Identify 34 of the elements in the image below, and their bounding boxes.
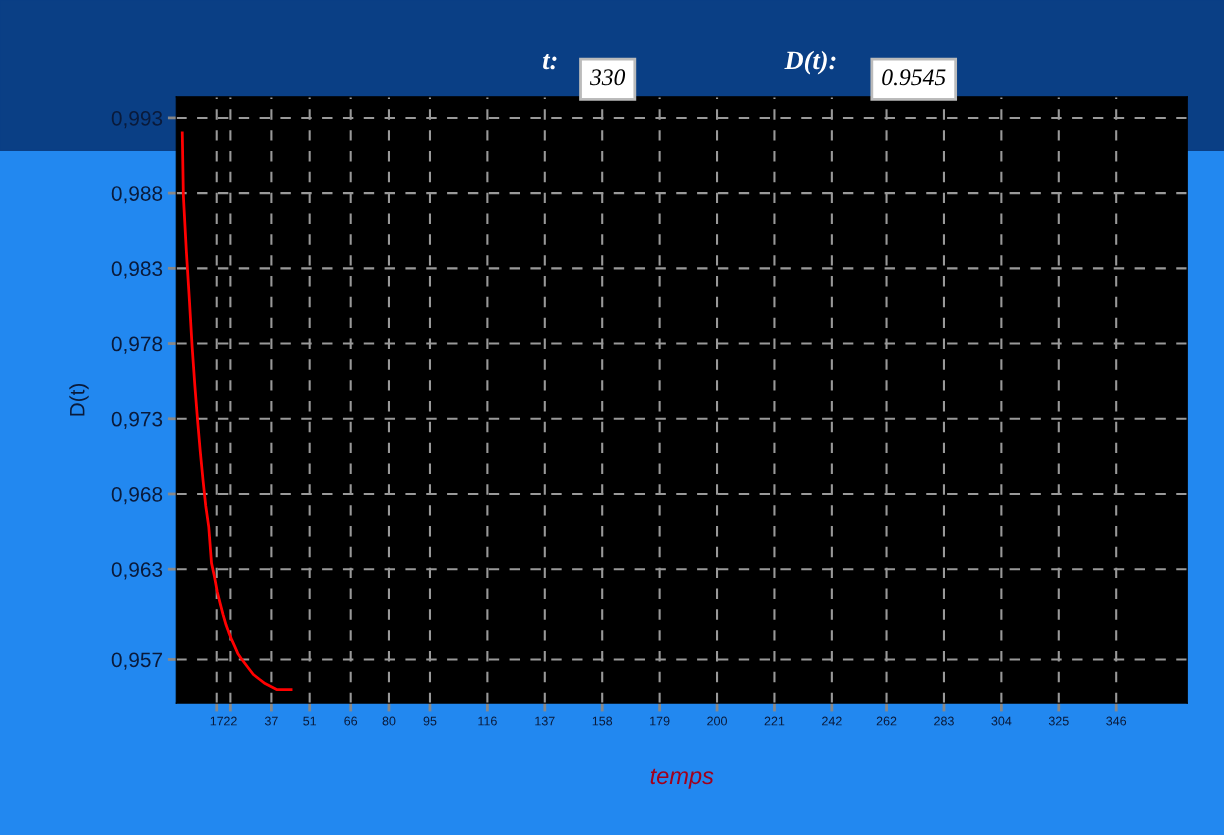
x-tick-label: 346 (1106, 716, 1127, 726)
x-tick-label: 116 (478, 716, 497, 726)
y-tick-label: 0,963 (111, 562, 163, 580)
y-tick-label: 0,978 (111, 336, 163, 354)
y-tick-label: 0,957 (111, 652, 163, 670)
x-tick-label: 242 (822, 716, 842, 726)
y-tick-label: 0,988 (111, 186, 163, 204)
x-tick-label: 325 (1048, 716, 1069, 726)
y-axis-title: D(t) (69, 383, 89, 416)
text: 0.9545 (882, 69, 946, 86)
x-tick-label: 80 (382, 716, 396, 726)
x-axis-title: temps (650, 768, 714, 789)
x-tick-label: 22 (224, 716, 237, 726)
x-tick-label: 221 (764, 716, 785, 726)
x-tick-label: 137 (535, 716, 555, 726)
y-tick-label: 0,983 (111, 261, 163, 279)
x-tick-label: 66 (344, 716, 358, 726)
line-series (180, 131, 293, 691)
x-tick-label: 200 (707, 716, 727, 726)
text: D(t): (784, 50, 836, 75)
x-tick-label: 179 (650, 716, 670, 726)
y-tick-label: 0,968 (111, 486, 163, 505)
x-tick-label: 17 (210, 716, 224, 726)
x-tick-label: 95 (423, 716, 437, 726)
text: 330 (589, 69, 626, 86)
text: t: (543, 54, 557, 70)
x-tick-label: 51 (303, 716, 317, 726)
x-tick-label: 262 (876, 716, 897, 726)
x-tick-label: 283 (934, 716, 954, 726)
x-tick-label: 304 (991, 716, 1012, 726)
x-tick-label: 37 (264, 716, 278, 726)
x-tick-label: 158 (592, 716, 613, 726)
y-tick-label: 0,993 (111, 110, 163, 129)
y-tick-label: 0,973 (111, 411, 163, 429)
